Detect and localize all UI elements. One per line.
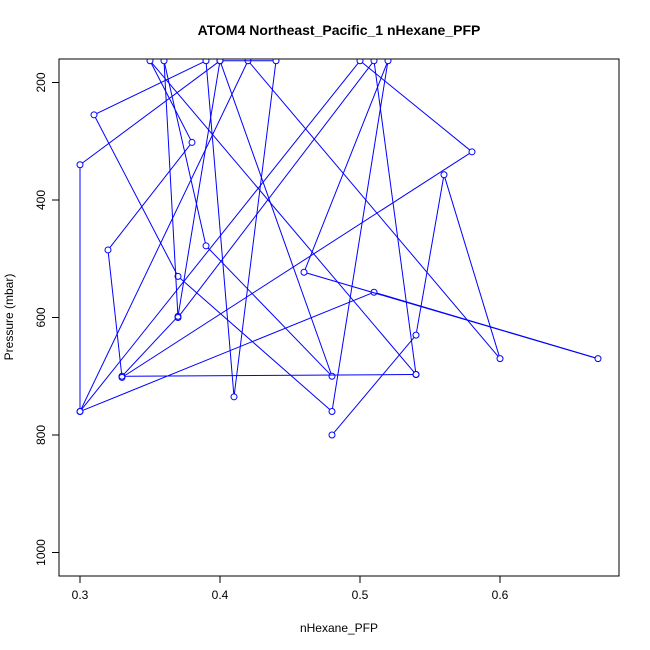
series-segment (151, 63, 191, 140)
data-point (328, 372, 336, 380)
series-marks (76, 59, 602, 439)
series-segment (164, 63, 206, 243)
data-point (244, 59, 252, 65)
series-segment (373, 63, 417, 372)
series-segment (178, 63, 220, 314)
series-segment (124, 153, 470, 377)
series-segment (151, 62, 415, 373)
y-tick-label: 200 (34, 72, 48, 92)
chart-title: ATOM4 Northeast_Pacific_1 nHexane_PFP (198, 22, 481, 38)
data-point (384, 59, 392, 65)
x-tick-label: 0.4 (212, 588, 229, 602)
data-point (356, 59, 364, 65)
data-point (202, 242, 210, 250)
series-segment (107, 253, 123, 375)
series-segment (249, 62, 499, 357)
data-point (594, 355, 602, 363)
data-point (370, 59, 378, 65)
series-segment (304, 63, 388, 270)
series-segment (123, 318, 177, 375)
series-segment (95, 117, 177, 274)
series-segment (80, 63, 248, 409)
data-point (496, 355, 504, 363)
x-tick-label: 0.3 (72, 588, 89, 602)
data-point (272, 59, 280, 65)
axes: 0.3 0.4 0.5 0.6 200 400 600 800 1000 (34, 58, 620, 602)
x-axis-label: nHexane_PFP (300, 621, 378, 635)
x-tick-label: 0.5 (352, 588, 369, 602)
data-point (146, 59, 154, 65)
series-segment (220, 63, 332, 374)
series-segment (82, 62, 218, 164)
data-point (370, 288, 378, 296)
data-point (230, 393, 238, 401)
data-point (188, 138, 196, 146)
plot-frame (58, 58, 620, 577)
series-segment (207, 247, 331, 375)
series-segment (362, 62, 470, 151)
data-point (412, 331, 420, 339)
series-segment (233, 63, 277, 394)
series-segment (81, 62, 359, 410)
x-tick-label: 0.6 (492, 588, 509, 602)
data-point (90, 111, 98, 119)
series-segment (82, 292, 372, 411)
series-segment (125, 374, 413, 377)
data-point (412, 370, 420, 378)
data-point (160, 59, 168, 65)
data-point (300, 268, 308, 276)
series-segment (306, 272, 596, 359)
data-point (76, 161, 84, 169)
data-point (202, 59, 210, 65)
data-point (328, 408, 336, 415)
series-segment (332, 63, 388, 409)
y-tick-label: 800 (34, 425, 48, 445)
data-point (118, 372, 126, 380)
y-axis-label: Pressure (mbar) (2, 274, 16, 361)
series-segment (180, 278, 330, 410)
data-point (174, 272, 182, 280)
data-point (440, 171, 448, 179)
data-point (328, 431, 336, 439)
y-tick-label: 1000 (34, 539, 48, 566)
series-segment (179, 63, 373, 316)
series-segment (205, 63, 235, 394)
y-tick-label: 400 (34, 190, 48, 210)
series-segment (163, 63, 179, 315)
series-segment (444, 177, 500, 356)
data-point (104, 246, 112, 254)
data-point (76, 408, 84, 415)
series-segment (333, 337, 415, 433)
data-point (216, 59, 224, 65)
y-tick-label: 600 (34, 307, 48, 327)
series-segment (109, 144, 191, 248)
series-segment (96, 61, 204, 114)
data-point (174, 314, 182, 321)
data-point (468, 148, 476, 156)
